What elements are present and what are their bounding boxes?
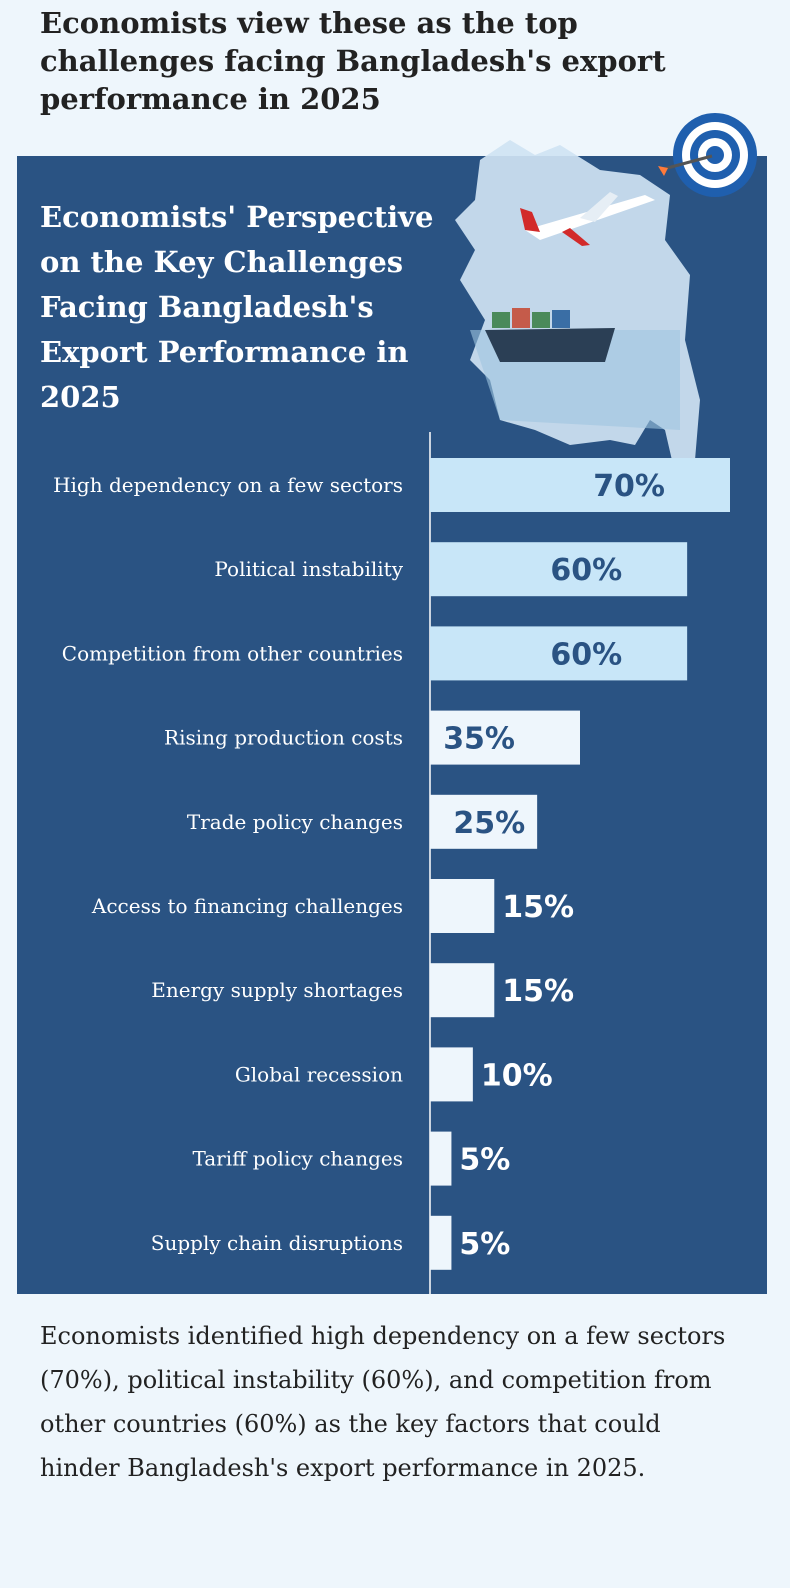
value-label: 60%	[550, 637, 622, 672]
bar-9	[430, 1131, 452, 1186]
map-icon	[455, 140, 700, 495]
category-label: Energy supply shortages	[151, 978, 403, 1002]
bar-8	[430, 1047, 473, 1102]
bar-5	[430, 794, 538, 849]
value-label: 15%	[502, 890, 574, 925]
category-label: Access to financing challenges	[91, 894, 403, 918]
bar-4	[430, 710, 580, 765]
bar-2	[430, 542, 688, 597]
bar-1	[430, 458, 730, 512]
summary-text: Economists identified high dependency on…	[40, 1322, 726, 1482]
category-label: Global recession	[235, 1062, 403, 1086]
value-label: 35%	[443, 722, 515, 757]
ship-icon	[485, 308, 615, 362]
category-label: Competition from other countries	[62, 641, 403, 665]
value-label: 15%	[502, 974, 574, 1009]
category-label: Rising production costs	[164, 726, 403, 750]
value-label: 5%	[459, 1227, 510, 1262]
bar-3	[430, 626, 688, 681]
bangladesh-map-illustration	[455, 113, 757, 495]
category-label: Tariff policy changes	[192, 1147, 403, 1171]
value-label: 60%	[550, 553, 622, 588]
category-label: Supply chain disruptions	[151, 1231, 403, 1255]
bar-7	[430, 963, 495, 1018]
panel-title: Economists' Perspective on the Key Chall…	[40, 200, 434, 414]
category-label: High dependency on a few sectors	[53, 473, 403, 497]
airplane-icon	[520, 192, 655, 246]
bar-6	[430, 879, 495, 933]
bar-10	[430, 1215, 452, 1270]
value-label: 25%	[453, 806, 525, 841]
value-label: 70%	[593, 469, 665, 504]
value-label: 5%	[459, 1143, 510, 1178]
category-label: Trade policy changes	[187, 810, 403, 834]
value-label: 10%	[481, 1058, 553, 1093]
headline: Economists view these as the top challen…	[40, 6, 666, 116]
category-label: Political instability	[214, 557, 403, 581]
target-icon	[658, 113, 757, 197]
